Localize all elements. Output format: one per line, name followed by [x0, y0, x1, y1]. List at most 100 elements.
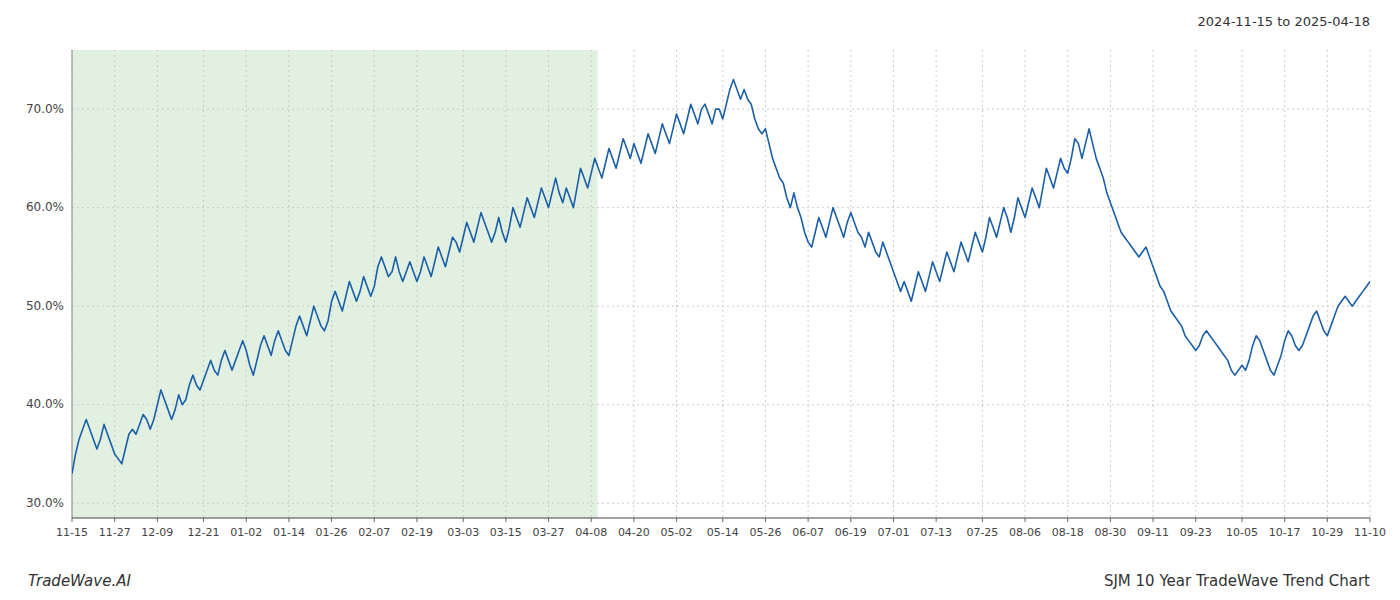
y-grid-line: [72, 404, 1370, 405]
x-tick-label: 05-02: [661, 526, 693, 539]
axes: 30.0% 40.0% 50.0% 60.0% 70.0% 11-15 11-27 12-09…: [26, 50, 1386, 539]
x-tick-label: 08-30: [1094, 526, 1126, 539]
x-tick-label: 02-07: [358, 526, 390, 539]
x-tick: [1284, 518, 1285, 522]
x-grid-line: [850, 50, 851, 518]
x-grid-line: [633, 50, 634, 518]
x-grid-line: [982, 50, 983, 518]
x-tick: [1241, 518, 1242, 522]
x-tick: [936, 518, 937, 522]
x-tick: [722, 518, 723, 522]
x-tick: [982, 518, 983, 522]
x-axis-line: [72, 518, 1370, 519]
x-grid-line: [463, 50, 464, 518]
y-grid-line: [72, 503, 1370, 504]
x-tick: [765, 518, 766, 522]
x-tick-label: 08-06: [1009, 526, 1041, 539]
x-tick-label: 11-10: [1354, 526, 1386, 539]
annotation: TradeWave.AI: [28, 572, 131, 590]
x-grid-line: [722, 50, 723, 518]
x-grid-line: [72, 50, 73, 518]
x-tick: [246, 518, 247, 522]
x-tick: [463, 518, 464, 522]
x-grid-line: [505, 50, 506, 518]
x-grid-line: [1153, 50, 1154, 518]
x-tick-label: 11-15: [56, 526, 88, 539]
y-tick-label: 60.0%: [26, 200, 64, 214]
chart: 30.0% 40.0% 50.0% 60.0% 70.0% 11-15 11-27 12-09…: [0, 0, 1400, 600]
x-grid-line: [676, 50, 677, 518]
x-tick: [505, 518, 506, 522]
x-grid-line: [1195, 50, 1196, 518]
x-grid-line: [331, 50, 332, 518]
x-grid-line: [591, 50, 592, 518]
x-tick-label: 07-25: [966, 526, 998, 539]
x-tick-label: 12-09: [141, 526, 173, 539]
x-tick-label: 06-07: [792, 526, 824, 539]
x-grid-line: [548, 50, 549, 518]
x-grid-line: [936, 50, 937, 518]
x-grid-line: [157, 50, 158, 518]
x-tick-label: 05-14: [707, 526, 739, 539]
plot-area: [72, 50, 598, 518]
x-tick-label: 01-02: [230, 526, 262, 539]
x-grid-line: [203, 50, 204, 518]
x-tick: [591, 518, 592, 522]
y-grid-line: [72, 109, 1370, 110]
x-tick: [1370, 518, 1371, 522]
x-tick: [1067, 518, 1068, 522]
x-grid-line: [1025, 50, 1026, 518]
y-grid-line: [72, 306, 1370, 307]
x-tick-label: 03-27: [533, 526, 565, 539]
x-grid-line: [1067, 50, 1068, 518]
y-tick-label: 30.0%: [26, 496, 64, 510]
x-tick: [157, 518, 158, 522]
x-tick: [374, 518, 375, 522]
x-tick-label: 10-05: [1226, 526, 1258, 539]
x-tick: [416, 518, 417, 522]
shaded-region: [72, 50, 598, 518]
y-axis-line: [72, 50, 73, 518]
x-tick: [1327, 518, 1328, 522]
x-tick-label: 03-03: [447, 526, 479, 539]
x-tick-label: 02-19: [401, 526, 433, 539]
x-tick-label: 06-19: [835, 526, 867, 539]
x-grid-line: [1241, 50, 1242, 518]
x-tick-label: 09-23: [1180, 526, 1212, 539]
y-grid-line: [72, 207, 1370, 208]
x-tick: [850, 518, 851, 522]
x-grid-line: [114, 50, 115, 518]
x-tick: [1195, 518, 1196, 522]
x-grid-line: [808, 50, 809, 518]
x-grid-line: [246, 50, 247, 518]
x-tick: [1153, 518, 1154, 522]
subtitle: 2024-11-15 to 2025-04-18: [1198, 14, 1370, 29]
x-tick: [548, 518, 549, 522]
x-tick: [331, 518, 332, 522]
x-tick-label: 05-26: [749, 526, 781, 539]
y-tick-label: 40.0%: [26, 397, 64, 411]
grid: [72, 50, 1370, 518]
x-grid-line: [893, 50, 894, 518]
x-tick: [676, 518, 677, 522]
x-tick: [1025, 518, 1026, 522]
x-tick: [1110, 518, 1111, 522]
title: SJM 10 Year TradeWave Trend Chart: [1104, 572, 1370, 590]
y-tick-label: 50.0%: [26, 299, 64, 313]
x-tick: [633, 518, 634, 522]
series: [72, 80, 1370, 474]
x-grid-line: [416, 50, 417, 518]
x-grid-line: [1327, 50, 1328, 518]
x-tick-label: 11-27: [99, 526, 131, 539]
x-tick-label: 03-15: [490, 526, 522, 539]
x-tick-label: 10-17: [1269, 526, 1301, 539]
x-tick-label: 07-13: [920, 526, 952, 539]
x-tick-label: 10-29: [1311, 526, 1343, 539]
x-tick-label: 09-11: [1137, 526, 1169, 539]
x-tick-label: 01-14: [273, 526, 305, 539]
y-tick-label: 70.0%: [26, 102, 64, 116]
x-tick-label: 01-26: [316, 526, 348, 539]
x-tick-label: 04-20: [618, 526, 650, 539]
x-grid-line: [1370, 50, 1371, 518]
x-grid-line: [1110, 50, 1111, 518]
